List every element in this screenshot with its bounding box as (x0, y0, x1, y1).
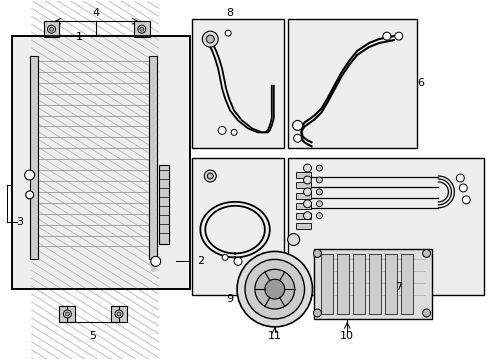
Text: 5: 5 (89, 331, 97, 341)
Bar (30, 56, 38, 260)
Bar (192, 158, 283, 295)
Circle shape (461, 196, 469, 204)
Bar (12, 36, 190, 289)
Bar (368, 255, 380, 314)
Text: 3: 3 (16, 217, 23, 227)
Circle shape (140, 27, 143, 31)
Circle shape (206, 35, 214, 43)
Bar (295, 213, 311, 219)
Circle shape (26, 191, 34, 199)
Circle shape (115, 310, 122, 318)
Circle shape (150, 256, 161, 266)
Text: 6: 6 (416, 78, 423, 88)
Text: 2: 2 (196, 256, 203, 266)
Circle shape (207, 173, 213, 179)
Bar (295, 193, 311, 199)
Text: 1: 1 (76, 32, 82, 42)
Text: 10: 10 (340, 331, 353, 341)
Bar (12, 36, 190, 289)
Circle shape (293, 134, 301, 142)
Circle shape (231, 129, 237, 135)
Bar (321, 255, 333, 314)
Circle shape (65, 312, 69, 316)
Bar (314, 249, 431, 319)
Circle shape (202, 31, 218, 47)
Circle shape (303, 212, 311, 220)
Circle shape (224, 30, 231, 36)
Bar (148, 56, 156, 260)
Circle shape (237, 251, 312, 327)
Bar (60, 306, 75, 322)
Circle shape (422, 249, 429, 257)
Bar (295, 223, 311, 229)
Circle shape (49, 27, 53, 31)
Bar (400, 255, 412, 314)
Circle shape (234, 257, 242, 265)
Bar (287, 158, 483, 295)
Circle shape (303, 200, 311, 208)
Circle shape (313, 249, 321, 257)
Circle shape (455, 174, 463, 182)
Bar (43, 21, 60, 37)
Circle shape (382, 32, 390, 40)
Circle shape (316, 189, 322, 195)
Circle shape (303, 176, 311, 184)
Bar (295, 203, 311, 209)
Circle shape (422, 309, 429, 317)
Circle shape (25, 170, 35, 180)
Circle shape (458, 184, 467, 192)
Circle shape (394, 32, 402, 40)
Circle shape (138, 25, 145, 33)
Circle shape (316, 213, 322, 219)
Bar (158, 165, 168, 244)
Bar (384, 255, 396, 314)
Text: 8: 8 (226, 8, 233, 18)
Circle shape (117, 312, 121, 316)
Circle shape (254, 269, 294, 309)
Text: 11: 11 (267, 331, 281, 341)
Circle shape (244, 260, 304, 319)
Circle shape (303, 164, 311, 172)
Circle shape (204, 170, 216, 182)
Bar (352, 255, 365, 314)
Text: 9: 9 (226, 294, 233, 304)
Bar (111, 306, 127, 322)
Bar (287, 19, 416, 148)
Circle shape (313, 309, 321, 317)
Circle shape (264, 279, 284, 299)
Bar (337, 255, 348, 314)
Bar (295, 172, 311, 178)
Circle shape (316, 165, 322, 171)
Circle shape (316, 177, 322, 183)
Bar (295, 182, 311, 188)
Bar (134, 21, 149, 37)
Bar (192, 19, 283, 148)
Circle shape (303, 188, 311, 196)
Text: 7: 7 (394, 282, 402, 292)
Circle shape (292, 121, 302, 130)
Circle shape (47, 25, 55, 33)
Circle shape (287, 234, 299, 246)
Circle shape (222, 255, 228, 260)
Text: 4: 4 (92, 8, 100, 18)
Circle shape (218, 126, 225, 134)
Circle shape (316, 201, 322, 207)
Circle shape (63, 310, 71, 318)
